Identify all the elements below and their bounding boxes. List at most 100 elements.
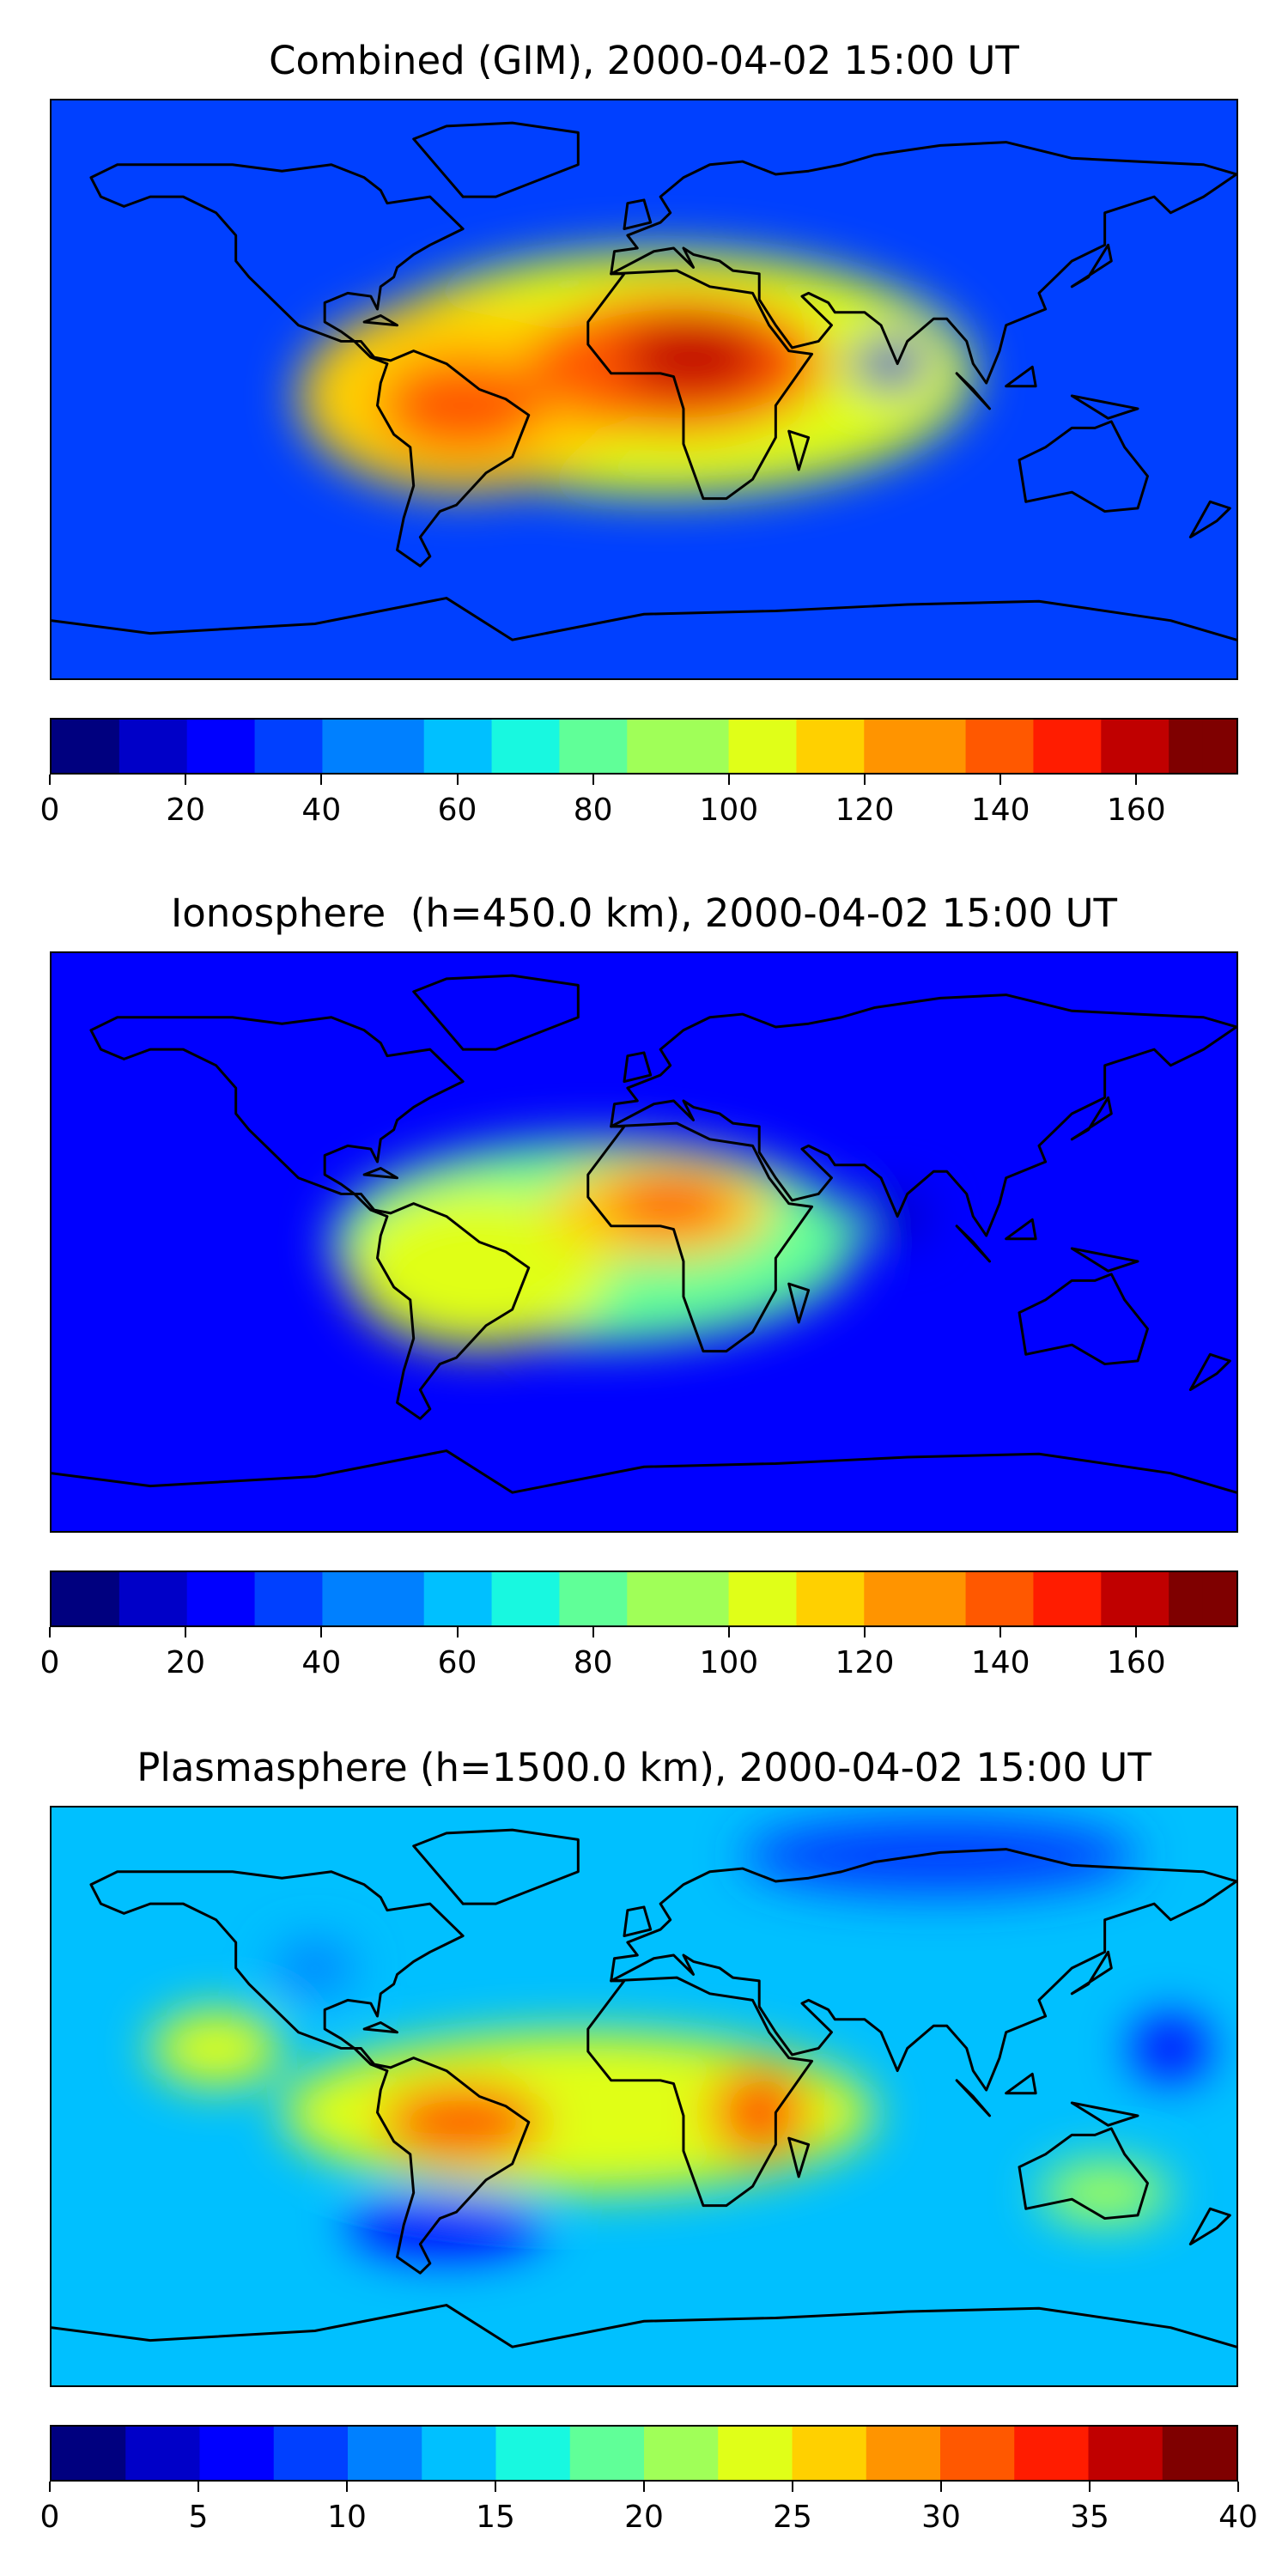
colorbar-tick bbox=[592, 775, 594, 785]
colorbar-segment bbox=[423, 1572, 459, 1625]
tec-map bbox=[50, 951, 1238, 1533]
tec-region bbox=[348, 1187, 611, 1348]
colorbar-segment bbox=[1169, 720, 1204, 773]
coastline bbox=[623, 1905, 653, 1938]
colorbar-segment bbox=[526, 1572, 561, 1625]
colorbar-segment bbox=[627, 1572, 662, 1625]
colorbar-segment bbox=[422, 2427, 497, 2480]
colorbar-tick-label: 20 bbox=[166, 1645, 206, 1680]
colorbar-segment bbox=[1134, 720, 1170, 773]
colorbar-segment bbox=[695, 720, 730, 773]
colorbar-segment bbox=[999, 1572, 1035, 1625]
coastline bbox=[1070, 394, 1139, 420]
map-svg bbox=[52, 1807, 1236, 2385]
colorbar-segment bbox=[322, 720, 357, 773]
coastline bbox=[586, 1976, 814, 2208]
coastline bbox=[52, 597, 1236, 641]
colorbar-tick-label: 100 bbox=[699, 1645, 759, 1680]
colorbar-tick bbox=[1089, 2482, 1091, 2492]
colorbar-tick bbox=[185, 1627, 187, 1637]
colorbar-tick bbox=[940, 2482, 942, 2492]
colorbar-segment bbox=[458, 1572, 493, 1625]
colorbar-tick bbox=[456, 775, 459, 785]
colorbar-tick bbox=[727, 1627, 730, 1637]
panel-title: Combined (GIM), 2000-04-02 15:00 UT bbox=[269, 38, 1019, 83]
coastline bbox=[52, 2304, 1236, 2348]
colorbar-tick bbox=[999, 775, 1002, 785]
tec-region bbox=[380, 2083, 545, 2161]
coastline bbox=[362, 1167, 399, 1180]
tec-region bbox=[1038, 2160, 1171, 2226]
coastline bbox=[610, 1848, 1236, 2092]
colorbar-segment bbox=[897, 1572, 933, 1625]
coastline bbox=[1070, 243, 1113, 289]
tec-region bbox=[605, 1174, 737, 1233]
colorbar-tick bbox=[346, 2482, 348, 2492]
colorbar-segment bbox=[1033, 1572, 1068, 1625]
colorbar-segment bbox=[660, 720, 696, 773]
colorbar-segment bbox=[458, 720, 493, 773]
colorbar-ticks: 0 5 10 15 20 25 30 35 40 bbox=[40, 2482, 1258, 2542]
colorbar-tick-label: 5 bbox=[188, 2500, 209, 2535]
colorbar-segment bbox=[1066, 1572, 1102, 1625]
colorbar-segment bbox=[52, 1572, 87, 1625]
colorbar-tick bbox=[592, 1627, 594, 1637]
colorbar-tick-label: 80 bbox=[573, 793, 613, 828]
colorbar-tick-label: 40 bbox=[301, 1645, 342, 1680]
colorbar-segment bbox=[153, 1572, 188, 1625]
coastline bbox=[1188, 1352, 1231, 1391]
tec-map bbox=[50, 1806, 1238, 2387]
colorbar-tick-label: 160 bbox=[1107, 1645, 1166, 1680]
colorbar-svg bbox=[52, 1572, 1236, 1625]
tec-region bbox=[275, 1942, 355, 1994]
colorbar-tick bbox=[185, 775, 187, 785]
colorbar-tick-label: 140 bbox=[970, 1645, 1030, 1680]
colorbar-tick-label: 40 bbox=[301, 793, 342, 828]
colorbar-tick-label: 0 bbox=[39, 793, 60, 828]
colorbar-segment bbox=[355, 1572, 391, 1625]
colorbar-segment bbox=[569, 2427, 645, 2480]
colorbar-segment bbox=[85, 1572, 120, 1625]
colorbar-tick-label: 140 bbox=[970, 793, 1030, 828]
colorbar bbox=[50, 2425, 1238, 2482]
colorbar-segment bbox=[1134, 1572, 1170, 1625]
map-svg bbox=[52, 100, 1236, 678]
coastline bbox=[586, 269, 814, 501]
coastlines bbox=[52, 974, 1236, 1494]
colorbar bbox=[50, 1571, 1238, 1627]
coastline bbox=[89, 1016, 531, 1420]
coastline bbox=[89, 163, 531, 568]
colorbar-ticks: 0 20 40 60 80 100 120 140 160 bbox=[40, 775, 1238, 835]
colorbar-segment bbox=[897, 720, 933, 773]
panel-title: Ionosphere (h=450.0 km), 2000-04-02 15:0… bbox=[170, 890, 1118, 936]
colorbar-tick-label: 80 bbox=[573, 1645, 613, 1680]
colorbar-tick-label: 160 bbox=[1107, 793, 1166, 828]
colorbar-segment bbox=[792, 2427, 867, 2480]
colorbar-tick bbox=[1237, 2482, 1239, 2492]
colorbar-segment bbox=[390, 1572, 425, 1625]
colorbar-segment bbox=[864, 720, 899, 773]
colorbar-tick bbox=[456, 1627, 459, 1637]
colorbar-segment bbox=[1033, 720, 1068, 773]
tec-map bbox=[50, 99, 1238, 680]
coastline bbox=[623, 198, 653, 231]
colorbar-segment bbox=[1066, 720, 1102, 773]
colorbar-tick bbox=[727, 775, 730, 785]
colorbar-segment bbox=[932, 720, 967, 773]
colorbar-segment bbox=[221, 1572, 256, 1625]
tec-region bbox=[743, 1817, 1138, 1894]
panel-plasmasphere: Plasmasphere (h=1500.0 km), 2000-04-02 1… bbox=[0, 1707, 1288, 2566]
colorbar-segment bbox=[762, 1572, 798, 1625]
map-svg bbox=[52, 953, 1236, 1531]
colorbar-tick-label: 100 bbox=[699, 793, 759, 828]
colorbar-segment bbox=[1088, 2427, 1163, 2480]
colorbar-segment bbox=[932, 1572, 967, 1625]
colorbar-segment bbox=[423, 720, 459, 773]
colorbar-segment bbox=[289, 1572, 324, 1625]
coastlines bbox=[52, 1828, 1236, 2348]
colorbar-segment bbox=[118, 720, 154, 773]
colorbar-tick-label: 10 bbox=[327, 2500, 367, 2535]
colorbar-segment bbox=[1202, 1572, 1236, 1625]
colorbar-segment bbox=[186, 1572, 222, 1625]
colorbar-segment bbox=[728, 1572, 763, 1625]
